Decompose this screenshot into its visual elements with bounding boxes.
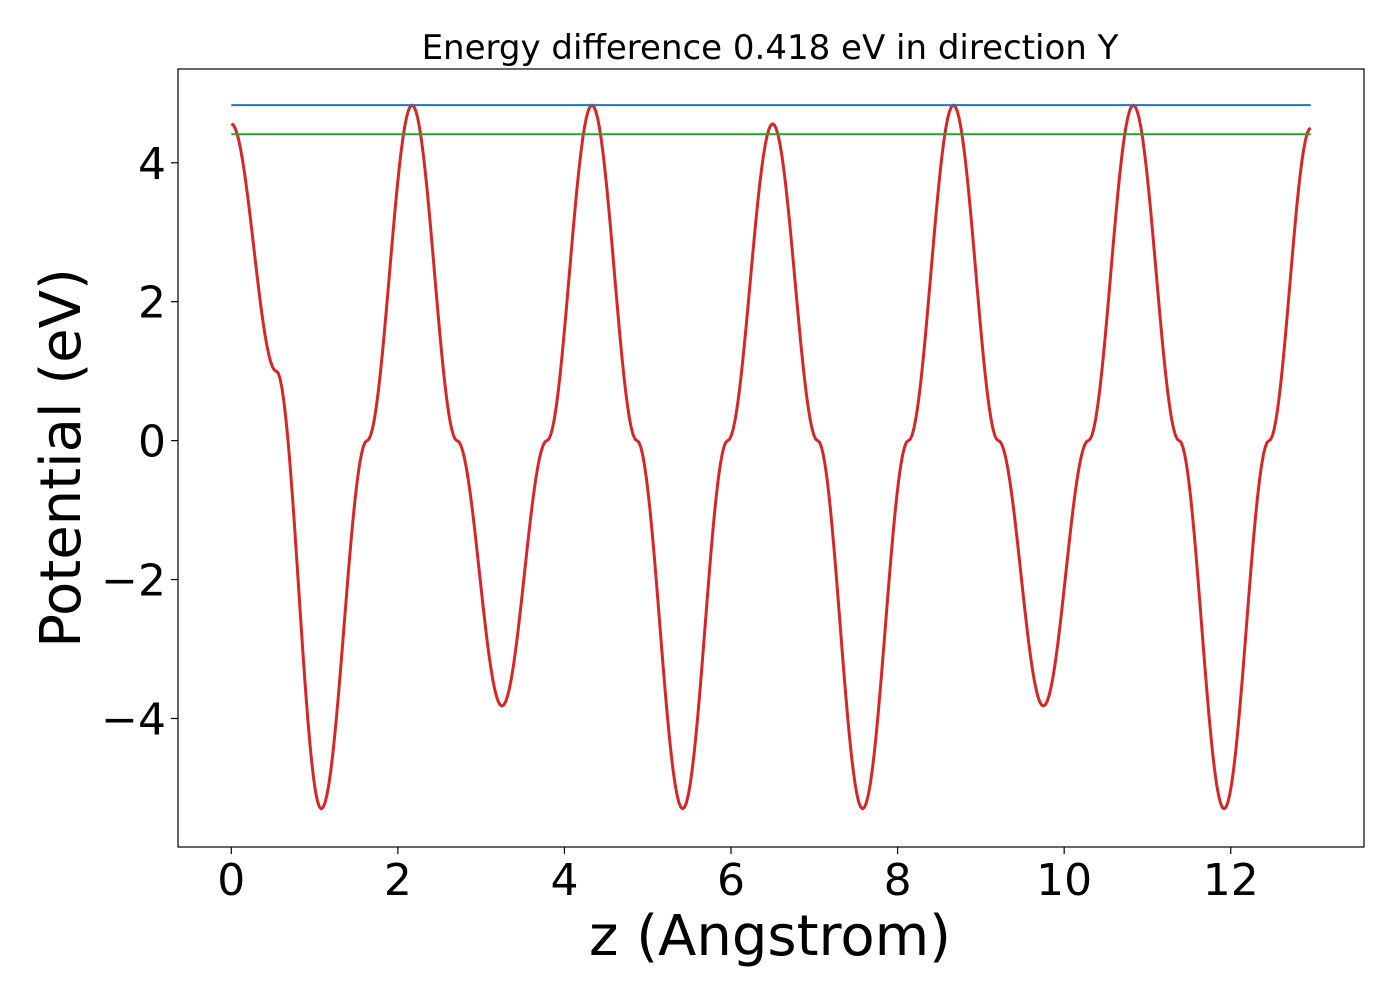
- y-axis-label: Potential (eV): [29, 268, 94, 648]
- x-tick-label: 4: [550, 855, 578, 906]
- y-axis: −4 −2 0 2 4: [101, 139, 178, 745]
- x-tick-label: 10: [1036, 855, 1092, 906]
- x-tick-label: 6: [717, 855, 745, 906]
- chart-title: Energy difference 0.418 eV in direction …: [422, 28, 1119, 68]
- y-tick-label: 4: [138, 139, 166, 190]
- plot-area: [177, 68, 1365, 848]
- y-tick-label: 0: [138, 417, 166, 468]
- series-layer: [230, 103, 1312, 811]
- y-tick-label: −2: [101, 556, 166, 607]
- y-tick-label: 2: [138, 278, 166, 329]
- x-axis-label: z (Angstrom): [589, 904, 951, 969]
- x-tick-label: 12: [1203, 855, 1259, 906]
- x-tick-label: 2: [384, 855, 412, 906]
- y-tick-label: −4: [101, 694, 166, 745]
- x-tick-label: 8: [884, 855, 912, 906]
- x-tick-label: 0: [217, 855, 245, 906]
- x-axis: 0 2 4 6 8 10 12: [217, 847, 1259, 906]
